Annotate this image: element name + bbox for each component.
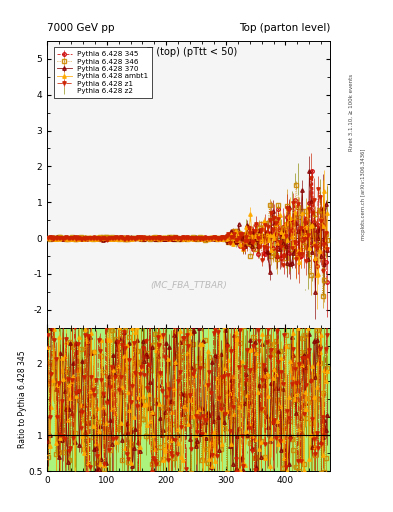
Text: 7000 GeV pp: 7000 GeV pp bbox=[47, 23, 115, 33]
Text: Top (parton level): Top (parton level) bbox=[239, 23, 330, 33]
Text: (MC_FBA_TTBAR): (MC_FBA_TTBAR) bbox=[150, 280, 227, 289]
Bar bbox=[47, 328, 330, 471]
Bar bbox=[47, 328, 330, 471]
Text: mcplots.cern.ch [arXiv:1306.3436]: mcplots.cern.ch [arXiv:1306.3436] bbox=[361, 149, 366, 240]
Text: pT (top) (pTtt < 50): pT (top) (pTtt < 50) bbox=[141, 47, 237, 57]
Legend: Pythia 6.428 345, Pythia 6.428 346, Pythia 6.428 370, Pythia 6.428 ambt1, Pythia: Pythia 6.428 345, Pythia 6.428 346, Pyth… bbox=[53, 48, 152, 98]
Y-axis label: Ratio to Pythia 6.428 345: Ratio to Pythia 6.428 345 bbox=[18, 351, 27, 448]
Text: Rivet 3.1.10, ≥ 100k events: Rivet 3.1.10, ≥ 100k events bbox=[349, 74, 354, 151]
